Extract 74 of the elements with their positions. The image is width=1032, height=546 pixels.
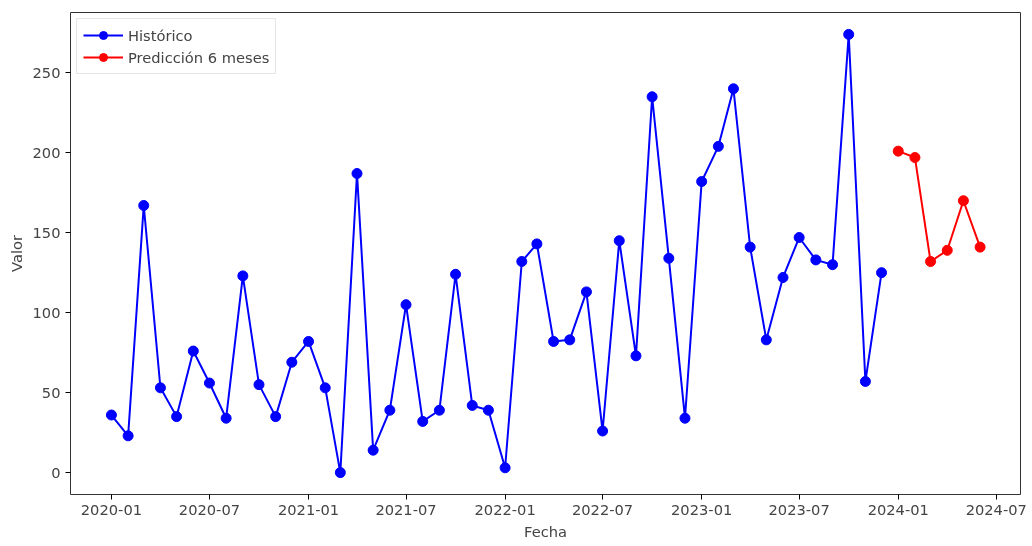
- point: [597, 425, 609, 437]
- point: [957, 195, 969, 207]
- x-tick-label: 2022-01: [474, 500, 536, 518]
- point: [564, 334, 576, 346]
- point: [270, 411, 282, 423]
- point: [384, 404, 396, 416]
- point: [417, 415, 429, 427]
- point: [253, 379, 265, 391]
- point: [367, 444, 379, 456]
- point: [712, 140, 724, 152]
- point: [220, 412, 232, 424]
- y-tick-label: 200: [32, 143, 61, 161]
- point: [499, 462, 511, 474]
- y-tick-label: 0: [51, 463, 61, 481]
- x-tick-label: 2020-07: [178, 500, 241, 518]
- point: [187, 345, 199, 357]
- x-tick-label: 2021-01: [277, 500, 340, 518]
- point: [450, 268, 462, 280]
- point: [138, 200, 150, 212]
- x-tick-label: 2024-07: [965, 500, 1027, 518]
- point: [531, 238, 543, 250]
- point: [613, 235, 625, 247]
- x-tick-label: 2021-07: [375, 500, 437, 518]
- y-tick-label: 250: [32, 63, 61, 81]
- point: [843, 28, 855, 40]
- x-tick-label: 2023-01: [671, 500, 733, 518]
- point: [433, 404, 445, 416]
- y-axis-title: Valor: [7, 234, 25, 272]
- point: [122, 430, 134, 442]
- point: [351, 168, 363, 180]
- point: [793, 232, 805, 243]
- point: [237, 270, 249, 282]
- point: [777, 272, 789, 283]
- point: [696, 176, 708, 188]
- point: [171, 411, 183, 423]
- x-tick-label: 2020-01: [80, 500, 143, 518]
- point: [679, 412, 691, 424]
- x-tick-label: 2024-01: [867, 500, 929, 518]
- point: [974, 241, 986, 253]
- x-tick-label: 2022-07: [571, 500, 634, 518]
- point: [482, 404, 494, 416]
- point: [154, 382, 166, 394]
- point: [925, 256, 937, 267]
- point: [876, 267, 888, 279]
- point: [580, 286, 592, 298]
- point: [941, 244, 953, 256]
- point: [646, 91, 658, 103]
- point: [663, 252, 675, 264]
- point: [744, 241, 756, 253]
- point: [760, 334, 772, 346]
- point: [203, 377, 215, 389]
- point: [334, 467, 346, 479]
- point: [892, 145, 904, 157]
- legend-label: Histórico: [128, 26, 193, 44]
- point: [466, 399, 478, 411]
- point: [105, 409, 117, 421]
- point: [827, 259, 839, 271]
- x-tick-label: 2023-07: [768, 500, 830, 518]
- y-tick-label: 100: [32, 303, 61, 321]
- point: [630, 350, 642, 362]
- point: [303, 335, 315, 347]
- point: [810, 254, 822, 266]
- point: [400, 299, 412, 311]
- legend-label: Predicción 6 meses: [128, 48, 270, 66]
- point: [548, 335, 560, 347]
- x-axis-title: Fecha: [524, 522, 567, 540]
- point: [909, 152, 921, 164]
- point: [516, 256, 528, 267]
- point: [727, 83, 739, 95]
- y-tick-label: 150: [32, 223, 61, 241]
- point: [859, 375, 871, 387]
- point: [286, 356, 298, 368]
- y-tick-label: 50: [41, 383, 61, 401]
- point: [319, 382, 331, 394]
